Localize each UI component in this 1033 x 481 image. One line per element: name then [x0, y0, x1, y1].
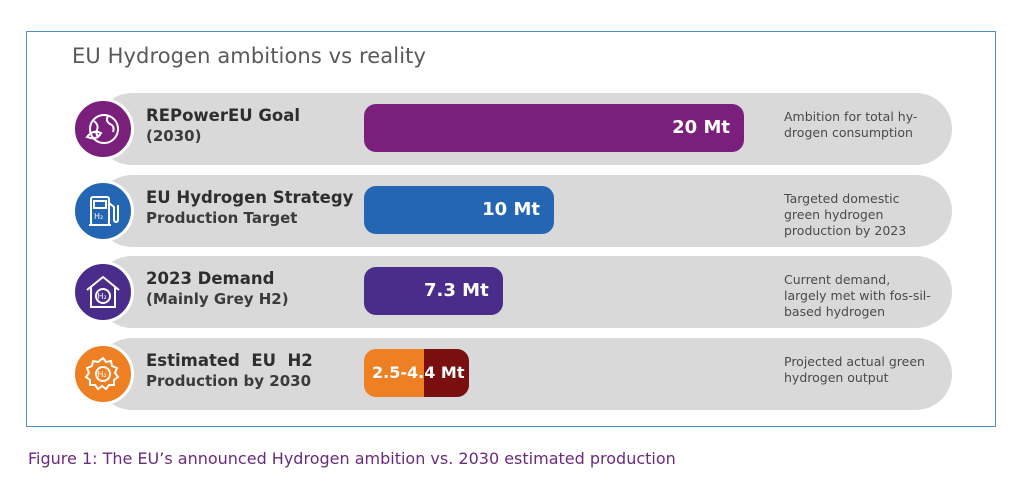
row-2023-demand: H₂ 2023 Demand (Mainly Grey H2) 7.3 Mt C…: [72, 256, 952, 328]
row-label: 2023 Demand (Mainly Grey H2): [146, 268, 289, 310]
row-background: [96, 256, 952, 328]
bar-value-label: 2.5-4.4 Mt: [372, 363, 465, 382]
bar-value-label: 20 Mt: [672, 117, 730, 138]
row-label-line1: 2023 Demand: [146, 269, 275, 288]
row-note: Current demand, largely met with fos-sil…: [784, 272, 931, 319]
row-label-line1: Estimated EU H2: [146, 351, 313, 370]
row-label-line2: Production Target: [146, 209, 298, 227]
bar-value-label: 7.3 Mt: [424, 280, 489, 301]
svg-text:H₂: H₂: [98, 292, 107, 301]
h2-house-icon: H₂: [72, 261, 134, 323]
row-hydrogen-strategy: H₂ EU Hydrogen Strategy Production Targe…: [72, 175, 952, 247]
row-label-line1: REPowerEU Goal: [146, 106, 301, 125]
row-label: EU Hydrogen Strategy Production Target: [146, 187, 353, 229]
row-label-line2: (2030): [146, 127, 202, 145]
row-background: [96, 338, 952, 410]
bar-segment-low: [364, 349, 424, 397]
bar: [364, 267, 503, 315]
bar-segment-high: [423, 349, 469, 397]
chart-frame: [26, 31, 996, 427]
bar: [364, 186, 554, 234]
row-repowereu: REPowerEU Goal (2030) 20 Mt Ambition for…: [72, 93, 952, 165]
row-label: REPowerEU Goal (2030): [146, 105, 300, 147]
svg-text:H₂: H₂: [98, 370, 107, 379]
bar-value-label: 10 Mt: [482, 199, 540, 220]
chart-title: EU Hydrogen ambitions vs reality: [72, 44, 426, 68]
row-note: Ambition for total hy-drogen consumption: [784, 109, 918, 140]
row-label-line1: EU Hydrogen Strategy: [146, 188, 354, 207]
row-note: Projected actual green hydrogen output: [784, 354, 925, 385]
bar: [364, 104, 744, 152]
row-note: Targeted domestic green hydrogen product…: [784, 191, 907, 238]
h2-fuel-pump-icon: H₂: [72, 180, 134, 242]
row-label-line2: Production by 2030: [146, 372, 312, 390]
row-estimated-production: H₂ Estimated EU H2 Production by 2030 2.…: [72, 338, 952, 410]
row-label-line2: (Mainly Grey H2): [146, 290, 289, 308]
bar-range: [364, 349, 469, 397]
svg-text:H₂: H₂: [94, 212, 103, 221]
row-label: Estimated EU H2 Production by 2030: [146, 350, 313, 392]
h2-gear-icon: H₂: [72, 343, 134, 405]
globe-leaf-icon: [72, 98, 134, 160]
figure-caption: Figure 1: The EU’s announced Hydrogen am…: [28, 449, 676, 468]
